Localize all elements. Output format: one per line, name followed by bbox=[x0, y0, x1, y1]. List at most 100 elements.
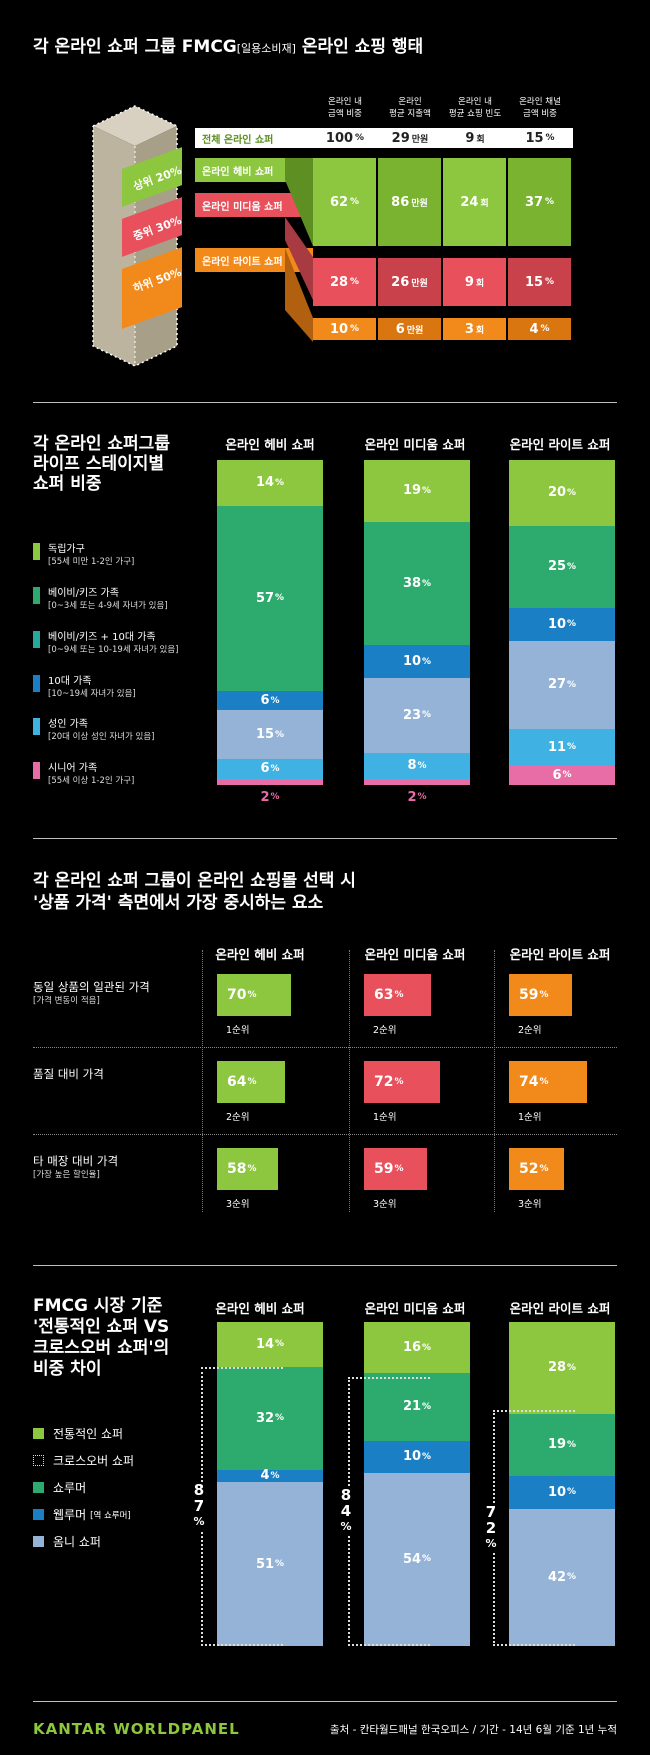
lifestage-seg-label-c0-s5: 2% bbox=[217, 789, 323, 805]
table-cell-r0-c2-value: 9 bbox=[465, 130, 475, 146]
shopper-seg-c1-s2-value: 10 bbox=[402, 1449, 422, 1465]
criteria-label-main-2: 타 매장 대비 가격 bbox=[33, 1154, 119, 1168]
table-header-3: 온라인 채널 금액 비중 bbox=[519, 97, 561, 119]
criteria-label-sub-2: [가장 높은 할인율] bbox=[33, 1170, 100, 1180]
lifestage-seg-c2-s0-value: 20 bbox=[547, 485, 567, 501]
table-cell-r0-c0-unit: % bbox=[355, 133, 365, 143]
lifestage-seg-c2-s3: 27% bbox=[509, 640, 615, 730]
source-note: 출처 - 칸타월드패널 한국오피스 / 기간 - 14년 6월 기준 1년 누적 bbox=[329, 1724, 617, 1736]
table-cell-r2-c3: 15% bbox=[508, 258, 571, 306]
shopper-seg-c2-s2-value: 10 bbox=[547, 1484, 567, 1500]
shopper-legend-swatch-4 bbox=[33, 1536, 44, 1547]
medium-row-label: 온라인 미디움 쇼퍼 bbox=[202, 202, 283, 213]
lifestage-seg-c0-s2-value: 6 bbox=[260, 693, 270, 708]
criteria-divider-1 bbox=[33, 1047, 617, 1048]
price-rank-c2-r2: 3순위 bbox=[518, 1199, 542, 1210]
row-connectors bbox=[285, 158, 313, 342]
shopper-seg-c2-s3: 42% bbox=[509, 1508, 615, 1646]
shopper-legend-item-0: 전통적인 쇼퍼 bbox=[33, 1425, 123, 1442]
crossover-label-c0-char-1: 7 bbox=[193, 1497, 205, 1516]
lifestage-legend-label-5: 시니어 가족 bbox=[48, 763, 98, 774]
table-cell-r3-c1-value: 6 bbox=[395, 321, 405, 337]
lifestage-legend-item-4: 성인 가족 [20대 이상 성인 자녀가 있음] bbox=[33, 718, 154, 744]
table-cell-r3-c1: 6 만원 bbox=[378, 318, 441, 340]
table-cell-r1-c0: 62% bbox=[313, 158, 376, 246]
price-bar-c1-r1: 72% bbox=[364, 1061, 441, 1103]
section2-title: 각 온라인 쇼퍼그룹 라이프 스테이지별 쇼퍼 비중 bbox=[33, 434, 170, 494]
shopper-seg-c2-s3-value: 42 bbox=[547, 1569, 567, 1585]
shopper-legend-swatch-3 bbox=[33, 1509, 44, 1520]
table-header-1: 온라인 평균 지출액 bbox=[389, 97, 431, 119]
price-rank-c0-r1: 2순위 bbox=[226, 1112, 250, 1123]
lifestage-seg-c2-s1: 25% bbox=[509, 525, 615, 608]
price-bar-c2-r1-value: 74 bbox=[519, 1074, 539, 1090]
lifestage-seg-c2-s1-unit: % bbox=[567, 561, 577, 572]
lifestage-seg-c0-s0-unit: % bbox=[275, 477, 285, 488]
table-cell-r0-c0-value: 100 bbox=[325, 130, 354, 146]
lifestage-seg-c0-s4-unit: % bbox=[270, 763, 280, 774]
lifestage-legend-item-2: 베이비/키즈 + 10대 가족 [0~9세 또는 10-19세 자녀가 있음] bbox=[33, 631, 178, 657]
table-cell-r1-c1-unit: 만원 bbox=[411, 198, 428, 209]
light-row-label: 온라인 라이트 쇼퍼 bbox=[202, 257, 283, 268]
table-cell-r2-c1: 26 만원 bbox=[378, 258, 441, 306]
price-bar-c1-r0: 63% bbox=[364, 974, 431, 1016]
shopper-seg-c2-s0: 28% bbox=[509, 1322, 615, 1414]
lifestage-seg-c2-s5: 6% bbox=[509, 765, 615, 785]
price-bar-c0-r1-unit: % bbox=[247, 1077, 257, 1087]
lifestage-seg-c0-s0: 14% bbox=[217, 460, 323, 506]
lifestage-seg-c2-s5-value: 6 bbox=[552, 767, 562, 783]
criteria-label-2: 타 매장 대비 가격 [가장 높은 할인율] bbox=[33, 1154, 118, 1182]
price-rank-c1-r2: 3순위 bbox=[373, 1199, 397, 1210]
shopper-seg-c0-s1-value: 32 bbox=[255, 1410, 275, 1426]
criteria-col-divider-2 bbox=[494, 950, 495, 1212]
shopper-legend-item-3: 웹루머 [역 쇼루머] bbox=[33, 1506, 131, 1523]
price-bar-c2-r1-unit: % bbox=[539, 1077, 549, 1087]
shopper-seg-c2-s3-unit: % bbox=[567, 1572, 577, 1583]
price-bar-c2-r0-value: 59 bbox=[519, 987, 539, 1003]
shopper-seg-c1-s0-unit: % bbox=[422, 1342, 432, 1353]
crossover-label-c2-char-2: % bbox=[485, 1537, 497, 1551]
lifestage-seg-c1-s2-value: 10 bbox=[402, 654, 422, 669]
lifestage-seg-c0-s4: 6% bbox=[217, 759, 323, 779]
table-cell-r0-c1-value: 29 bbox=[391, 130, 410, 146]
shopper-seg-c2-s0-unit: % bbox=[567, 1362, 577, 1373]
lifestage-legend-sub-3: [10~19세 자녀가 있음] bbox=[48, 689, 136, 699]
shopper-legend-label-1: 크로스오버 쇼퍼 bbox=[53, 1454, 135, 1468]
price-bar-c2-r2: 52% bbox=[509, 1148, 565, 1190]
price-bar-c0-r0-unit: % bbox=[247, 990, 257, 1000]
crossover-label-c0: 8 7% bbox=[192, 1482, 206, 1531]
s4-col-medium: 온라인 미디움 쇼퍼 bbox=[364, 1301, 466, 1316]
lifestage-seg-label-c1-s5-unit: % bbox=[417, 792, 427, 802]
shopper-seg-c1-s0-value: 16 bbox=[402, 1340, 422, 1356]
crossover-label-c2-char-0: 7 bbox=[485, 1503, 497, 1522]
price-bar-c1-r1-value: 72 bbox=[374, 1074, 394, 1090]
lifestage-legend-swatch-3 bbox=[33, 675, 40, 692]
shopper-seg-c0-s0-unit: % bbox=[275, 1339, 285, 1350]
lifestage-seg-c2-s3-value: 27 bbox=[547, 677, 567, 693]
table-cell-r1-c1-value: 86 bbox=[391, 194, 410, 210]
lifestage-seg-c0-s1-unit: % bbox=[275, 593, 285, 604]
lifestage-seg-c1-s0: 19% bbox=[364, 460, 470, 522]
lifestage-seg-c1-s3-unit: % bbox=[422, 710, 432, 721]
table-header-0: 온라인 내 금액 비중 bbox=[328, 97, 362, 119]
table-cell-r0-c3-unit: % bbox=[545, 133, 555, 143]
price-bar-c2-r0: 59% bbox=[509, 974, 572, 1016]
price-bar-c2-r0-unit: % bbox=[539, 990, 549, 1000]
price-bar-c1-r1-unit: % bbox=[394, 1077, 404, 1087]
crossover-bracket-c0 bbox=[201, 1366, 283, 1646]
lifestage-seg-c1-s0-unit: % bbox=[422, 485, 432, 496]
lifestage-seg-c0-s0-value: 14 bbox=[255, 475, 275, 491]
kantar-logo: KANTAR WORLDPANEL bbox=[33, 1720, 240, 1738]
price-bar-c1-r2-value: 59 bbox=[374, 1161, 394, 1177]
shopper-legend-label-4: 옴니 쇼퍼 bbox=[53, 1535, 101, 1549]
section1-title: 각 온라인 쇼퍼 그룹 FMCG[일용소비재] 온라인 쇼핑 행태 bbox=[33, 37, 424, 57]
lifestage-legend-label-3: 10대 가족 bbox=[48, 676, 92, 687]
lifestage-legend-sub-1: [0~3세 또는 4-9세 자녀가 있음] bbox=[48, 601, 168, 611]
lifestage-legend-text-5: 시니어 가족 [55세 이상 1-2인 가구] bbox=[48, 762, 134, 788]
criteria-divider-2 bbox=[33, 1134, 617, 1135]
section-divider-4 bbox=[33, 1701, 617, 1702]
price-bar-c0-r2-value: 58 bbox=[227, 1161, 247, 1177]
lifestage-seg-c0-s1-value: 57 bbox=[255, 590, 275, 606]
table-cell-r0-c3: 15% bbox=[508, 128, 572, 148]
